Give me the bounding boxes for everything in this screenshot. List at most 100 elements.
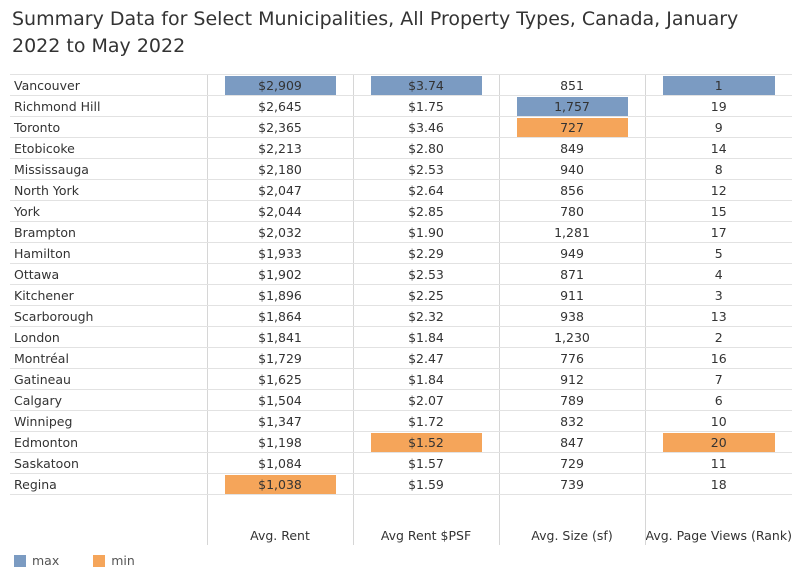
table-cell: $1,729 xyxy=(206,347,353,369)
table-cell: $1,841 xyxy=(206,326,353,348)
cell-value: 1 xyxy=(662,75,775,95)
table-cell: $2.64 xyxy=(352,179,499,201)
table-row: Saskatoon $1,084 $1.57 729 11 xyxy=(10,452,792,474)
cell-value: $2,365 xyxy=(258,119,302,135)
row-label: Etobicoke xyxy=(10,137,207,159)
table-cell: $2.07 xyxy=(352,389,499,411)
table-cell: $1.84 xyxy=(352,326,499,348)
table-cell: 20 xyxy=(644,431,792,453)
cell-value: 832 xyxy=(560,413,584,429)
table-cell: $2,047 xyxy=(206,179,353,201)
table-cell: 2 xyxy=(644,326,792,348)
cell-value: $2,909 xyxy=(224,75,336,95)
cell-value: 727 xyxy=(516,117,628,137)
cell-value: $1,198 xyxy=(258,434,302,450)
table-row: Regina $1,038 $1.59 739 18 xyxy=(10,473,792,495)
cell-value: 4 xyxy=(714,266,723,282)
table-row: York $2,044 $2.85 780 15 xyxy=(10,200,792,222)
cell-value: 776 xyxy=(560,350,584,366)
row-label: Saskatoon xyxy=(10,452,207,474)
cell-value: 5 xyxy=(714,245,723,261)
cell-value: $1,084 xyxy=(258,455,302,471)
cell-value: $2.64 xyxy=(408,182,444,198)
table-cell: 1 xyxy=(644,74,792,96)
cell-value: 911 xyxy=(560,287,584,303)
table-row: Ottawa $1,902 $2.53 871 4 xyxy=(10,263,792,285)
cell-value: $2.85 xyxy=(408,203,444,219)
table-cell: 12 xyxy=(644,179,792,201)
cell-value: $1,729 xyxy=(258,350,302,366)
column-header-avg-rent: Avg. Rent xyxy=(206,494,353,545)
cell-value: $1.84 xyxy=(408,371,444,387)
cell-value: 7 xyxy=(714,371,723,387)
table-cell: 18 xyxy=(644,473,792,495)
legend-swatch-max xyxy=(14,554,26,567)
cell-value: $2,645 xyxy=(258,98,302,114)
table-cell: $2.80 xyxy=(352,137,499,159)
table-cell: 17 xyxy=(644,221,792,243)
row-label: Scarborough xyxy=(10,305,207,327)
cell-value: $2.53 xyxy=(408,161,444,177)
table-cell: $1,504 xyxy=(206,389,353,411)
row-label: Winnipeg xyxy=(10,410,207,432)
table-cell: 13 xyxy=(644,305,792,327)
cell-value: 20 xyxy=(662,432,775,452)
row-label: Kitchener xyxy=(10,284,207,306)
row-label: Hamilton xyxy=(10,242,207,264)
cell-value: 789 xyxy=(560,392,584,408)
table-cell: $1,864 xyxy=(206,305,353,327)
table-cell: 10 xyxy=(644,410,792,432)
cell-value: $2,047 xyxy=(258,182,302,198)
table-row: Richmond Hill $2,645 $1.75 1,757 19 xyxy=(10,95,792,117)
table-row: Kitchener $1,896 $2.25 911 3 xyxy=(10,284,792,306)
cell-value: 2 xyxy=(714,329,723,345)
table-cell: 912 xyxy=(498,368,645,390)
cell-value: 949 xyxy=(560,245,584,261)
table-cell: $2,365 xyxy=(206,116,353,138)
table-cell: 7 xyxy=(644,368,792,390)
row-label: London xyxy=(10,326,207,348)
table-cell: 940 xyxy=(498,158,645,180)
table-cell: 911 xyxy=(498,284,645,306)
table-row: Winnipeg $1,347 $1.72 832 10 xyxy=(10,410,792,432)
table-row: Toronto $2,365 $3.46 727 9 xyxy=(10,116,792,138)
table-cell: $1.84 xyxy=(352,368,499,390)
table-cell: $2.85 xyxy=(352,200,499,222)
cell-value: $2.53 xyxy=(408,266,444,282)
table-cell: 1,757 xyxy=(498,95,645,117)
table-cell: $2.47 xyxy=(352,347,499,369)
cell-value: $2,180 xyxy=(258,161,302,177)
cell-value: 847 xyxy=(560,434,584,450)
cell-value: 3 xyxy=(714,287,723,303)
table-row: Edmonton $1,198 $1.52 847 20 xyxy=(10,431,792,453)
cell-value: $2.07 xyxy=(408,392,444,408)
cell-value: $1.59 xyxy=(408,476,444,492)
cell-value: $1,038 xyxy=(224,474,336,494)
table-cell: 847 xyxy=(498,431,645,453)
row-label: Richmond Hill xyxy=(10,95,207,117)
table-cell: $2,032 xyxy=(206,221,353,243)
cell-value: 1,281 xyxy=(554,224,590,240)
table-cell: 849 xyxy=(498,137,645,159)
table-cell: 938 xyxy=(498,305,645,327)
cell-value: $1,841 xyxy=(258,329,302,345)
cell-value: $1,504 xyxy=(258,392,302,408)
legend: max min xyxy=(14,553,165,570)
table-cell: $2,180 xyxy=(206,158,353,180)
table-cell: 15 xyxy=(644,200,792,222)
table-cell: 8 xyxy=(644,158,792,180)
table-cell: $2,909 xyxy=(206,74,353,96)
cell-value: $1.84 xyxy=(408,329,444,345)
table-row: London $1,841 $1.84 1,230 2 xyxy=(10,326,792,348)
chart-title: Summary Data for Select Municipalities, … xyxy=(12,8,739,57)
legend-item-max: max xyxy=(14,553,59,568)
row-label: Montréal xyxy=(10,347,207,369)
cell-value: 871 xyxy=(560,266,584,282)
table-row: Etobicoke $2,213 $2.80 849 14 xyxy=(10,137,792,159)
table-cell: $1,198 xyxy=(206,431,353,453)
table-cell: $2.29 xyxy=(352,242,499,264)
cell-value: $3.46 xyxy=(408,119,444,135)
cell-value: 938 xyxy=(560,308,584,324)
cell-value: 851 xyxy=(560,77,584,93)
table-row: Brampton $2,032 $1.90 1,281 17 xyxy=(10,221,792,243)
